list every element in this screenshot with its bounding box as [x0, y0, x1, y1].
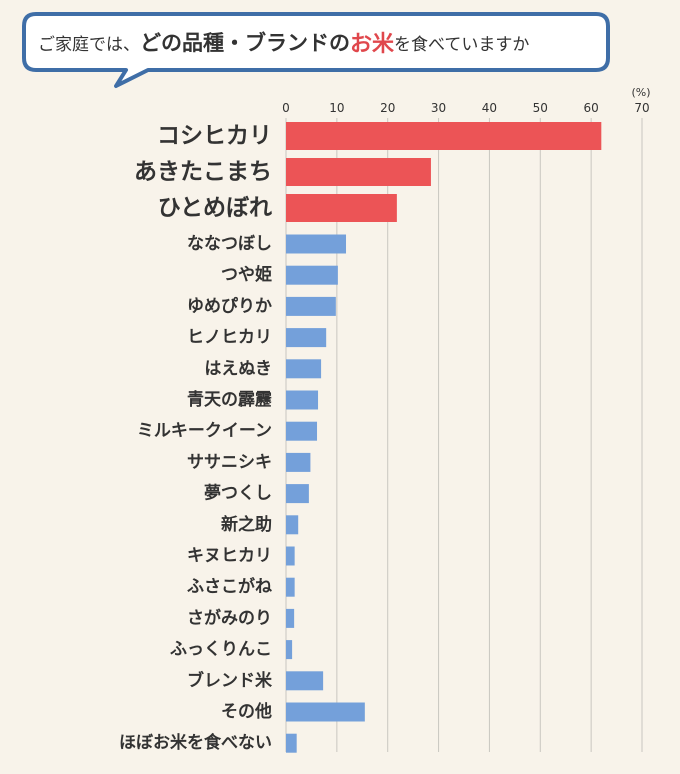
bar [286, 122, 602, 150]
bar [286, 296, 336, 316]
question-text: ご家庭では、 どの品種・ブランドの お米 を食べていますか [38, 22, 618, 62]
speech-bubble-shape [22, 12, 610, 88]
question-part1: ご家庭では、 [38, 34, 140, 55]
category-label: ふさこがね [187, 576, 272, 597]
question-bubble: ご家庭では、 どの品種・ブランドの お米 を食べていますか [0, 0, 680, 90]
category-label: さがみのり [187, 607, 272, 628]
bar [286, 158, 431, 186]
bar [286, 515, 299, 535]
category-label: その他 [221, 701, 272, 722]
x-tick-label: 60 [584, 101, 599, 115]
bar [286, 577, 295, 597]
x-axis-ticks: 0 10 20 30 40 50 60 70 [282, 101, 649, 115]
category-label: 夢つくし [204, 484, 272, 504]
bar [286, 640, 293, 660]
category-label: 新之助 [221, 514, 272, 535]
category-label: ミルキークイーン [137, 421, 272, 441]
x-tick-label: 70 [634, 101, 649, 115]
category-label: あきたこまち [134, 159, 272, 185]
bar [286, 359, 322, 379]
bar [286, 608, 295, 628]
category-label: キヌヒカリ [187, 546, 272, 566]
x-tick-label: 40 [482, 101, 497, 115]
category-label: 青天の霹靂 [187, 389, 272, 410]
bar [286, 546, 295, 566]
x-tick-label: 50 [533, 101, 548, 115]
x-tick-label: 10 [329, 101, 344, 115]
category-label: ササニシキ [187, 452, 272, 472]
question-highlight: お米 [350, 32, 395, 57]
x-tick-label: 30 [431, 101, 446, 115]
category-label: つや姫 [221, 264, 272, 285]
bar [286, 194, 397, 222]
unit-label: (%) [631, 86, 650, 99]
category-label: ひとめぼれ [158, 195, 272, 221]
question-part4: を食べていますか [394, 34, 530, 55]
bars [286, 122, 602, 753]
bar [286, 328, 327, 348]
category-labels: コシヒカリあきたこまちひとめぼれななつぼしつや姫ゆめぴりかヒノヒカリはえぬき青天… [119, 123, 273, 753]
x-tick-label: 20 [380, 101, 395, 115]
bar [286, 733, 297, 753]
category-label: ゆめぴりか [187, 296, 272, 316]
x-tick-label: 0 [282, 101, 290, 115]
bar [286, 265, 338, 285]
category-label: コシヒカリ [157, 123, 272, 149]
bar [286, 390, 319, 410]
category-label: ななつぼし [187, 234, 272, 254]
category-label: はえぬき [204, 359, 272, 379]
bar [286, 234, 347, 254]
bar [286, 702, 365, 722]
bar [286, 452, 311, 472]
bar [286, 484, 309, 504]
category-label: ほぼお米を食べない [119, 732, 272, 753]
category-label: ふっくりんこ [170, 640, 272, 660]
bar [286, 421, 318, 441]
question-part2: どの品種・ブランドの [140, 31, 350, 55]
category-label: ブレンド米 [187, 670, 273, 691]
bar [286, 671, 324, 691]
category-label: ヒノヒカリ [187, 328, 272, 348]
